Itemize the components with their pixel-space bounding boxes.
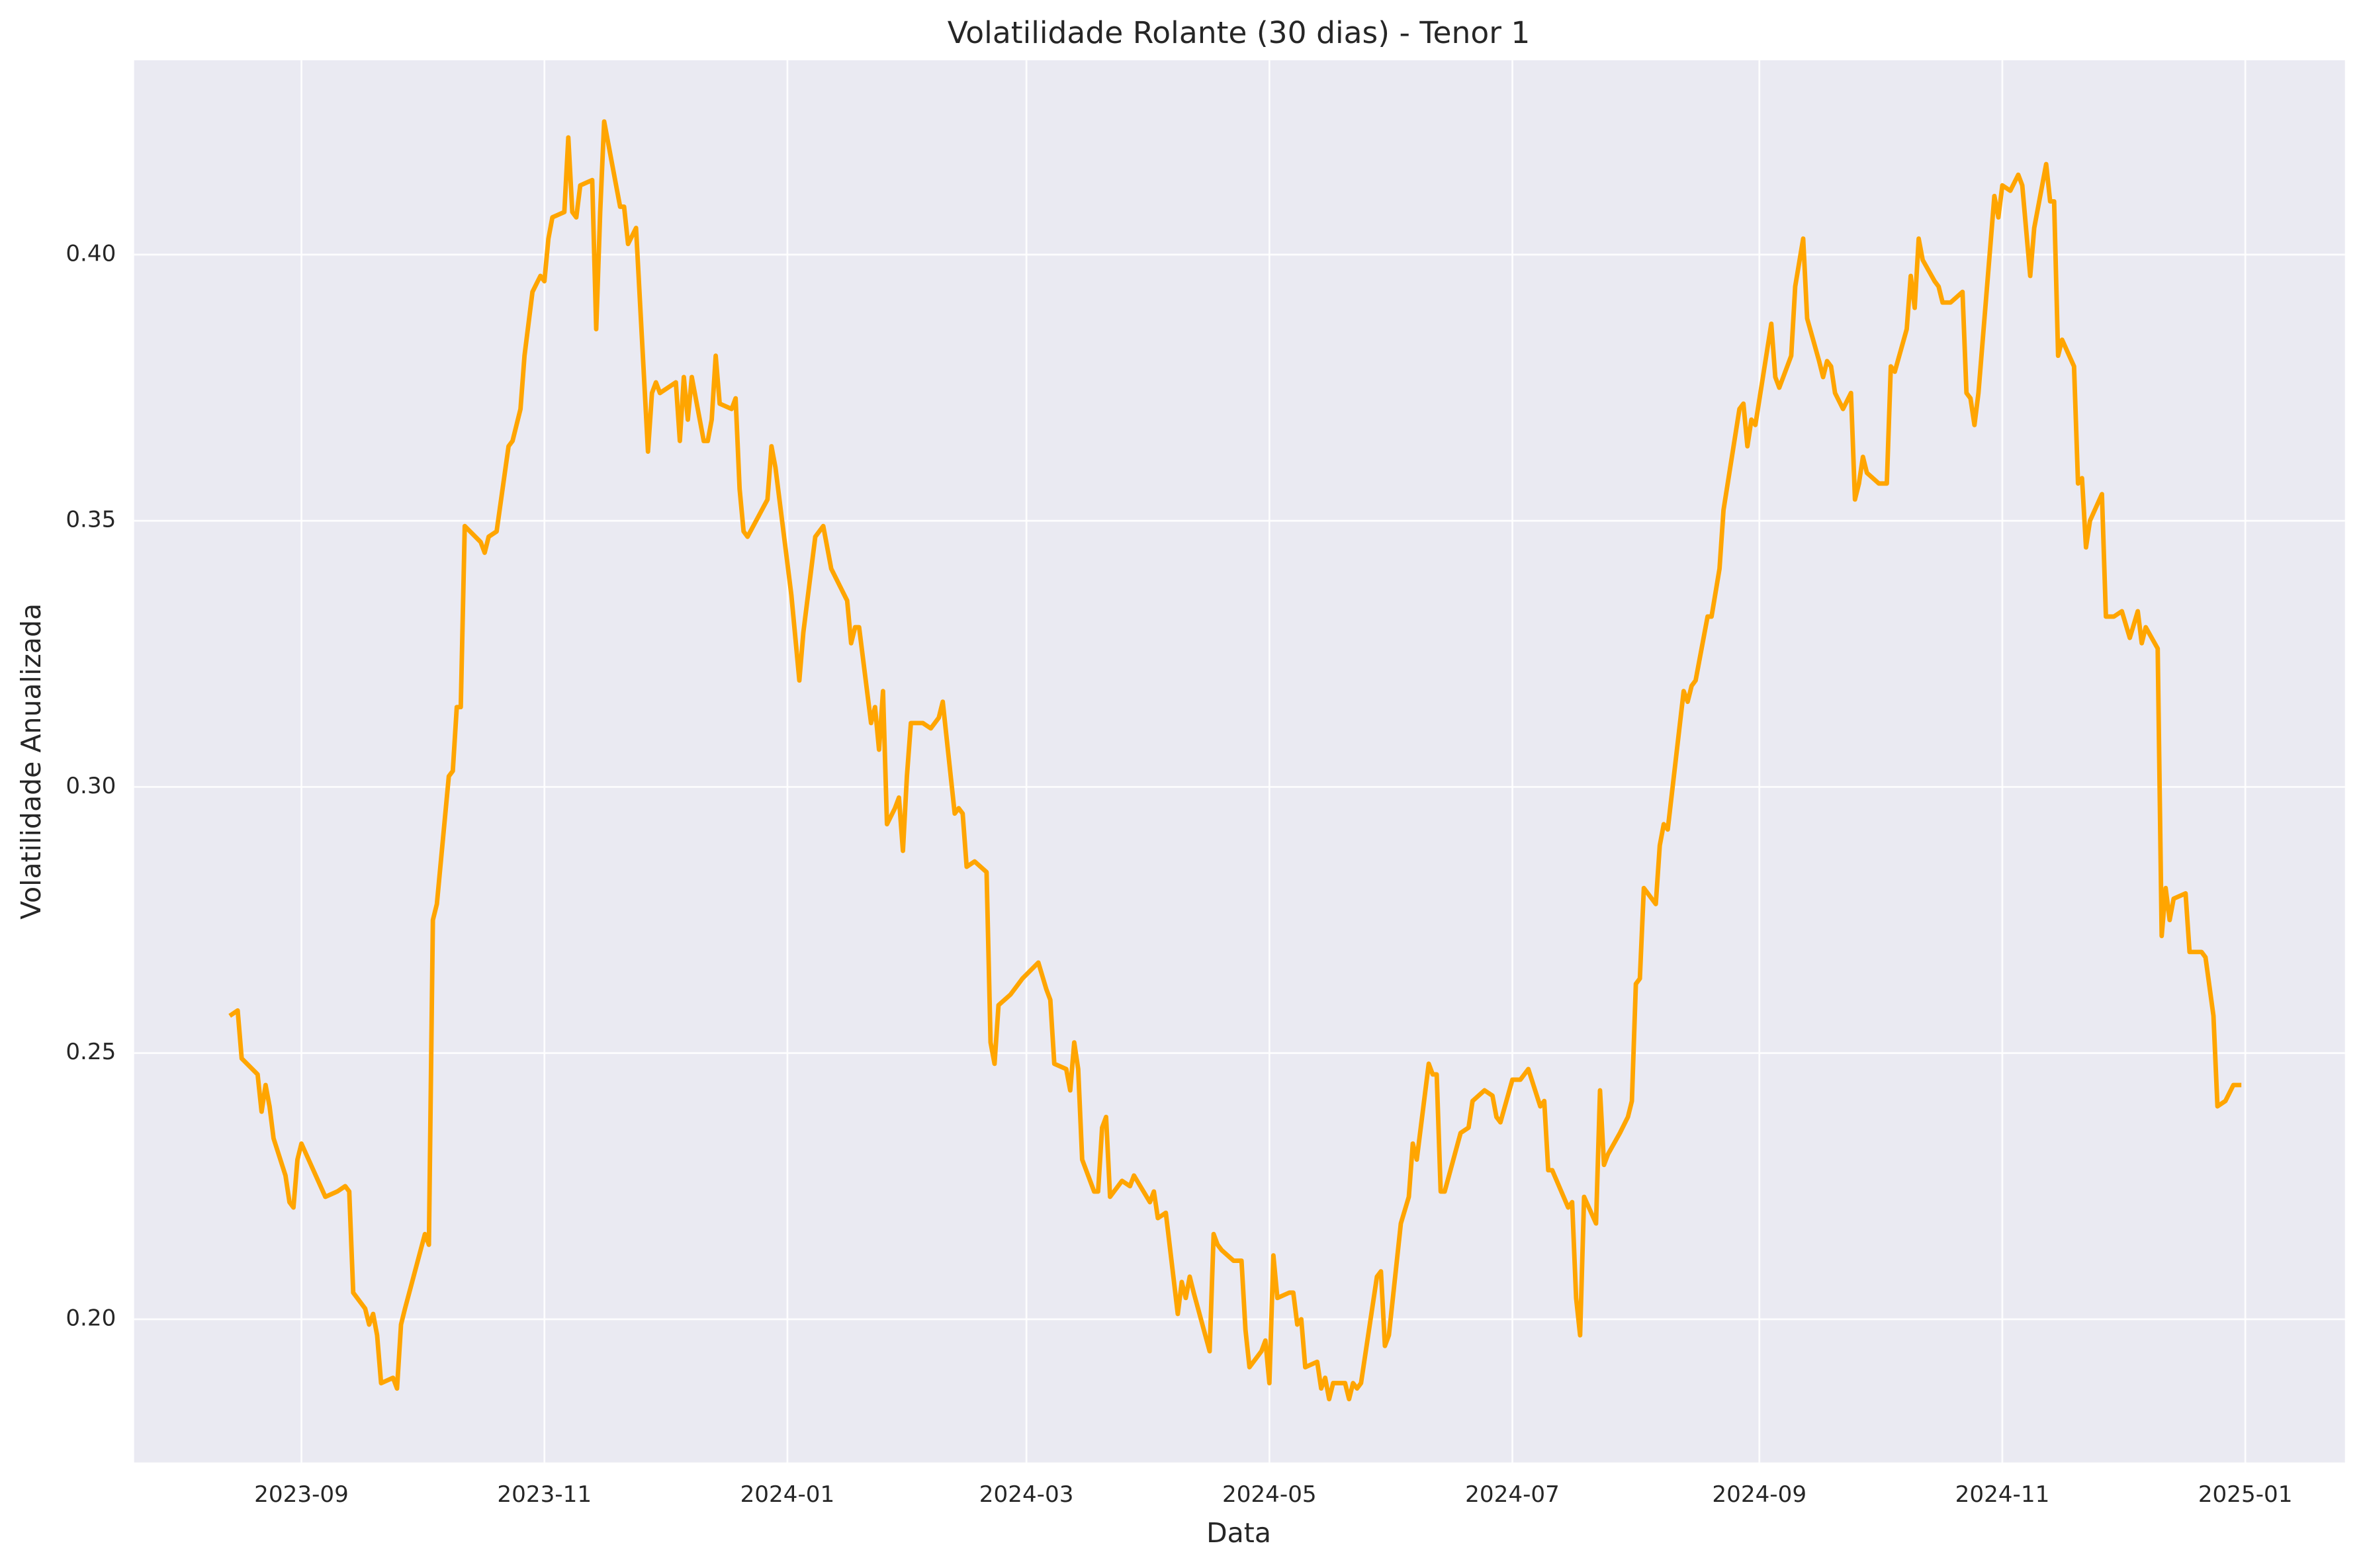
marks — [228, 119, 2242, 1402]
data-line — [228, 119, 2242, 1402]
x-tick-label: 2024-05 — [1222, 1481, 1317, 1508]
y-axis-label: Volatilidade Anualizada — [15, 603, 47, 920]
x-tick-label: 2024-09 — [1712, 1481, 1806, 1508]
y-tick-label: 0.40 — [66, 240, 116, 267]
grid — [134, 60, 2345, 1463]
chart-title: Volatilidade Rolante (30 dias) - Tenor 1 — [948, 15, 1531, 50]
x-axis-label: Data — [1206, 1517, 1271, 1549]
x-tick-label: 2024-11 — [1955, 1481, 2050, 1508]
y-tick-label: 0.20 — [66, 1305, 116, 1332]
x-tick-label: 2024-03 — [979, 1481, 1074, 1508]
x-tick-label: 2023-09 — [254, 1481, 349, 1508]
plot-area — [134, 60, 2345, 1463]
x-tick-label: 2025-01 — [2198, 1481, 2293, 1508]
y-tick-label: 0.25 — [66, 1039, 116, 1065]
x-tick-label: 2024-07 — [1465, 1481, 1560, 1508]
x-tick-label: 2023-11 — [497, 1481, 592, 1508]
y-tick-label: 0.35 — [66, 507, 116, 533]
y-tick-label: 0.30 — [66, 773, 116, 799]
x-tick-label: 2024-01 — [740, 1481, 835, 1508]
